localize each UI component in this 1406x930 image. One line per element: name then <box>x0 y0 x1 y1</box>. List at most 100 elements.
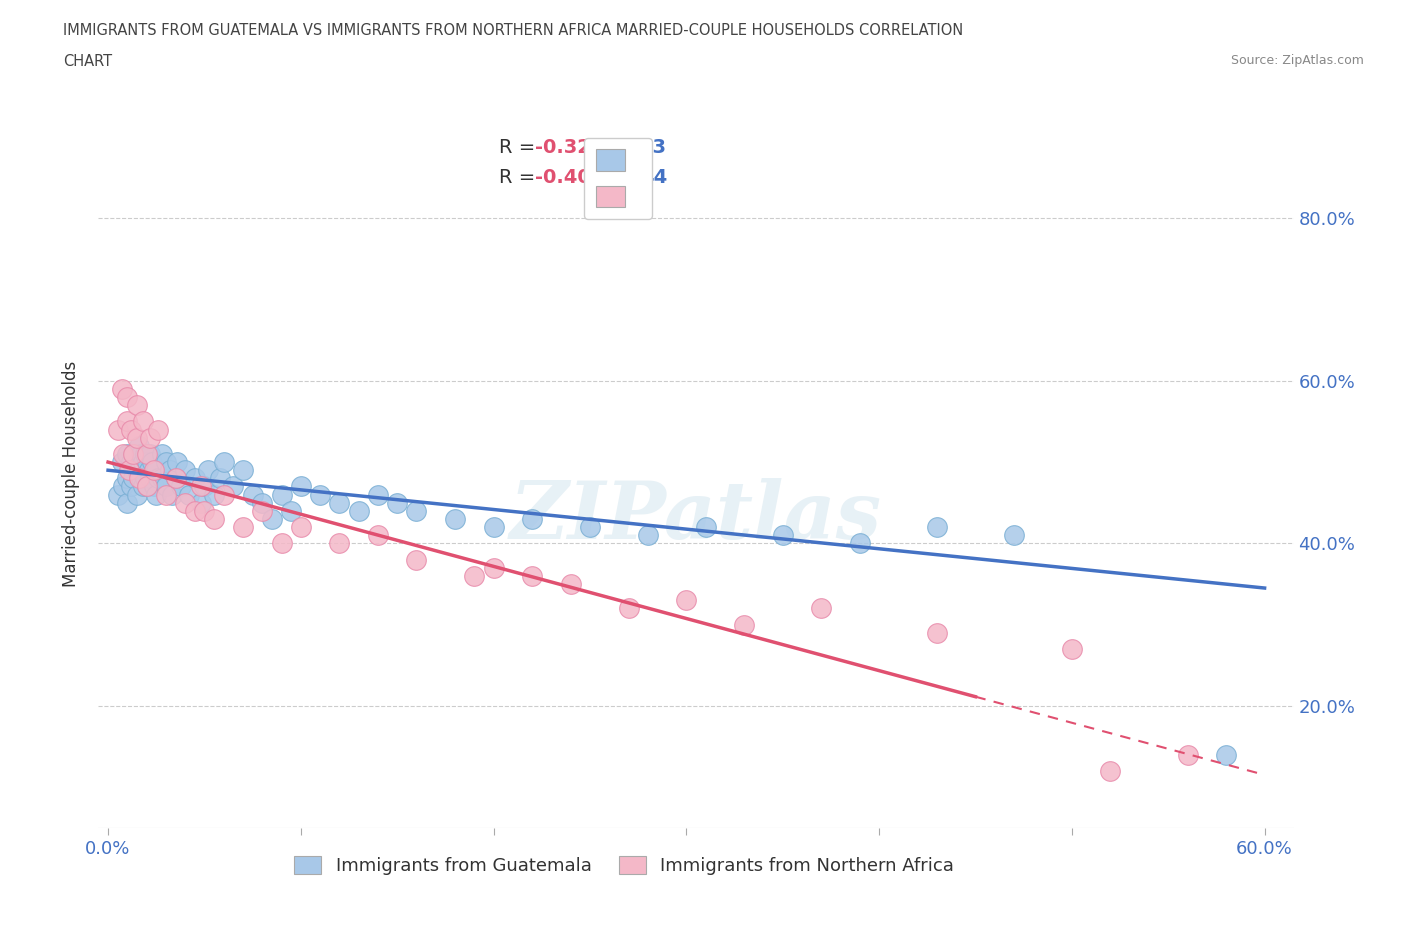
Point <box>143 479 166 494</box>
Point <box>139 431 162 445</box>
Text: N =: N = <box>595 168 651 187</box>
Text: R =: R = <box>499 168 541 187</box>
Point <box>405 503 427 518</box>
Point <box>309 487 332 502</box>
Point <box>772 528 794 543</box>
Point <box>270 487 292 502</box>
Point <box>695 520 717 535</box>
Point <box>112 446 135 461</box>
Point <box>134 471 156 485</box>
Point <box>1215 747 1237 762</box>
Point <box>132 455 155 470</box>
Point <box>260 512 283 526</box>
Point <box>117 414 139 429</box>
Point <box>174 496 197 511</box>
Point <box>222 479 245 494</box>
Point <box>405 552 427 567</box>
Point <box>155 479 177 494</box>
Point <box>202 487 225 502</box>
Point <box>270 536 292 551</box>
Point <box>463 568 485 583</box>
Point <box>125 431 148 445</box>
Point <box>367 528 389 543</box>
Point <box>117 390 139 405</box>
Point <box>150 471 173 485</box>
Point <box>125 398 148 413</box>
Point <box>280 503 302 518</box>
Point <box>117 496 139 511</box>
Point <box>193 503 215 518</box>
Point <box>165 471 187 485</box>
Point <box>202 512 225 526</box>
Text: N =: N = <box>595 138 651 156</box>
Point <box>117 471 139 485</box>
Point <box>150 446 173 461</box>
Point <box>165 471 187 485</box>
Point <box>579 520 602 535</box>
Point <box>134 446 156 461</box>
Point <box>184 471 207 485</box>
Point <box>122 446 145 461</box>
Point <box>733 618 755 632</box>
Point <box>125 463 148 478</box>
Point <box>617 601 640 616</box>
Text: IMMIGRANTS FROM GUATEMALA VS IMMIGRANTS FROM NORTHERN AFRICA MARRIED-COUPLE HOUS: IMMIGRANTS FROM GUATEMALA VS IMMIGRANTS … <box>63 23 963 38</box>
Point <box>148 471 170 485</box>
Point <box>190 496 212 511</box>
Point <box>482 520 505 535</box>
Point <box>118 463 141 478</box>
Point <box>482 560 505 575</box>
Point <box>120 422 142 437</box>
Point <box>129 471 152 485</box>
Point <box>444 512 467 526</box>
Text: R =: R = <box>499 138 541 156</box>
Point <box>128 471 150 485</box>
Point <box>138 463 160 478</box>
Point <box>174 463 197 478</box>
Legend: Immigrants from Guatemala, Immigrants from Northern Africa: Immigrants from Guatemala, Immigrants fr… <box>287 848 962 883</box>
Point <box>925 625 948 640</box>
Point <box>520 568 543 583</box>
Point <box>208 471 231 485</box>
Point <box>252 503 274 518</box>
Point <box>155 487 177 502</box>
Point <box>347 503 370 518</box>
Point <box>160 487 183 502</box>
Point <box>212 455 235 470</box>
Point <box>128 438 150 453</box>
Text: CHART: CHART <box>63 54 112 69</box>
Point <box>145 487 167 502</box>
Point <box>1060 642 1083 657</box>
Point <box>125 487 148 502</box>
Point <box>120 455 142 470</box>
Point <box>212 487 235 502</box>
Point <box>129 446 152 461</box>
Point <box>925 520 948 535</box>
Y-axis label: Married-couple Households: Married-couple Households <box>62 361 80 588</box>
Point <box>252 496 274 511</box>
Point <box>385 496 409 511</box>
Point <box>135 479 157 494</box>
Point <box>112 479 135 494</box>
Point <box>197 463 219 478</box>
Point <box>132 414 155 429</box>
Point <box>159 463 181 478</box>
Point <box>139 446 162 461</box>
Point <box>128 463 150 478</box>
Point <box>810 601 832 616</box>
Point <box>117 446 139 461</box>
Point <box>232 520 254 535</box>
Point <box>110 381 132 396</box>
Point <box>139 471 162 485</box>
Text: 73: 73 <box>640 138 666 156</box>
Point <box>190 479 212 494</box>
Text: ZIPatlas: ZIPatlas <box>510 478 882 555</box>
Point <box>675 592 697 607</box>
Point <box>170 479 193 494</box>
Point <box>145 463 167 478</box>
Point <box>135 446 157 461</box>
Point <box>520 512 543 526</box>
Point <box>1002 528 1025 543</box>
Point <box>290 520 312 535</box>
Text: -0.401: -0.401 <box>534 168 605 187</box>
